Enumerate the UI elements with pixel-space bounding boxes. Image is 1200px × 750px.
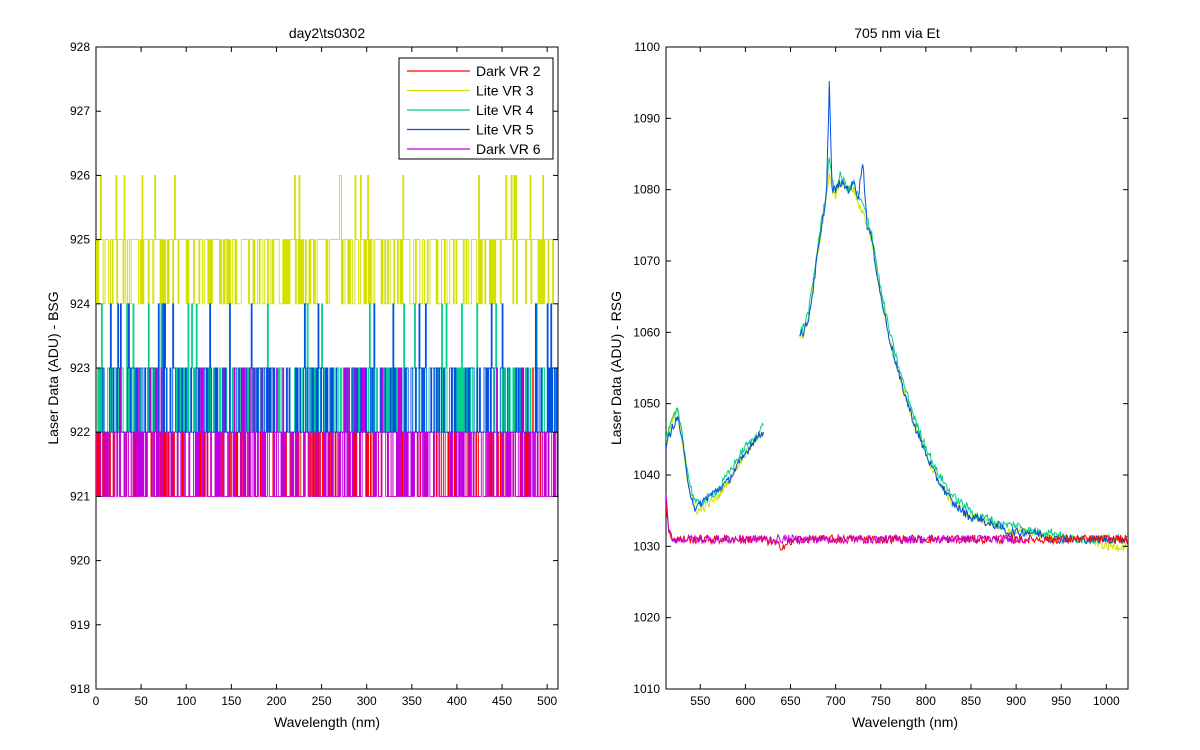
right-y-axis-label: Laser Data (ADU) - RSG <box>608 291 624 445</box>
left-y-tick-label: 919 <box>70 618 90 632</box>
left-x-tick-label: 400 <box>447 694 467 708</box>
legend-label-2: Lite VR 3 <box>476 83 534 99</box>
right-x-axis-label: Wavelength (nm) <box>852 714 958 730</box>
left-series-group <box>96 174 558 497</box>
legend-label-3: Lite VR 4 <box>476 102 534 118</box>
right-x-tick-label: 550 <box>690 694 710 708</box>
left-series-2-line <box>96 174 558 305</box>
right-x-tick-label: 950 <box>1051 694 1071 708</box>
left-y-tick-label: 918 <box>70 682 90 696</box>
right-x-tick-label: 900 <box>1006 694 1026 708</box>
left-y-tick-label: 922 <box>70 425 90 439</box>
right-series-group <box>666 80 1128 553</box>
left-x-tick-label: 100 <box>176 694 196 708</box>
left-x-tick-label: 450 <box>492 694 512 708</box>
right-plot-title: 705 nm via Et <box>854 25 940 41</box>
left-x-tick-label: 150 <box>221 694 241 708</box>
right-y-tick-label: 1100 <box>634 40 660 54</box>
right-y-tick-label: 1080 <box>633 183 660 197</box>
left-y-axis-label: Laser Data (ADU) - BSG <box>45 291 61 444</box>
right-y-tick-label: 1050 <box>633 397 660 411</box>
left-x-tick-label: 250 <box>312 694 332 708</box>
legend-label-5: Dark VR 6 <box>476 141 541 157</box>
legend-box <box>398 57 554 160</box>
left-x-axis-label: Wavelength (nm) <box>274 714 380 730</box>
right-series-1-segment-1 <box>666 408 764 515</box>
right-y-tick-label: 1090 <box>633 111 660 125</box>
left-y-tick-label: 923 <box>70 361 90 375</box>
legend-entries: Dark VR 2 Lite VR 3 Lite VR 4 Lite VR 5 Dark… <box>407 63 541 157</box>
left-y-tick-label: 920 <box>70 554 90 568</box>
left-x-tick-label: 0 <box>93 694 100 708</box>
right-y-tick-label: 1030 <box>633 539 660 553</box>
legend-label-4: Lite VR 5 <box>476 122 534 138</box>
left-y-tick-label: 928 <box>70 40 90 54</box>
right-series-3-segment-1 <box>666 416 764 513</box>
left-y-tick-label: 926 <box>70 168 90 182</box>
right-x-tick-label: 800 <box>916 694 936 708</box>
right-y-tick-label: 1020 <box>633 611 660 625</box>
right-x-tick-label: 850 <box>961 694 981 708</box>
left-x-tick-label: 200 <box>266 694 286 708</box>
left-y-tick-label: 927 <box>70 104 90 118</box>
left-series-5-line <box>96 367 558 497</box>
right-x-tick-label: 750 <box>871 694 891 708</box>
right-ticks-group: 550 600 650 700 750 800 850 900 950 1000 1010 1020 1… <box>633 40 1128 708</box>
left-x-tick-label: 500 <box>537 694 557 708</box>
right-panel: 550 600 650 700 750 800 850 900 950 1000 1010 1020 1… <box>608 25 1129 730</box>
left-plot-title: day2\ts0302 <box>289 25 365 41</box>
right-x-tick-label: 1000 <box>1093 694 1120 708</box>
right-x-tick-label: 600 <box>735 694 755 708</box>
left-x-tick-label: 300 <box>357 694 377 708</box>
right-y-tick-label: 1010 <box>633 682 660 696</box>
left-panel: 0 50 100 150 200 250 300 350 400 450 500 918 919 920 9… <box>45 25 559 730</box>
right-series-4-segment-1 <box>666 502 1128 551</box>
left-x-tick-label: 50 <box>134 694 148 708</box>
right-x-tick-label: 650 <box>781 694 801 708</box>
right-x-tick-label: 700 <box>826 694 846 708</box>
legend-label-1: Dark VR 2 <box>476 63 541 79</box>
left-y-tick-label: 925 <box>70 233 90 247</box>
right-y-tick-label: 1040 <box>633 468 660 482</box>
left-series-4-line <box>96 303 558 433</box>
right-y-tick-label: 1060 <box>633 325 660 339</box>
right-y-tick-label: 1070 <box>633 254 660 268</box>
left-ticks-group: 0 50 100 150 200 250 300 350 400 450 500 918 919 920 9… <box>70 40 558 708</box>
left-y-tick-label: 921 <box>70 489 90 503</box>
left-x-tick-label: 350 <box>402 694 422 708</box>
left-y-tick-label: 924 <box>70 297 90 311</box>
legend: Dark VR 2 Lite VR 3 Lite VR 4 Lite VR 5 Dark… <box>398 57 554 160</box>
right-series-5-segment-1 <box>666 493 1030 546</box>
